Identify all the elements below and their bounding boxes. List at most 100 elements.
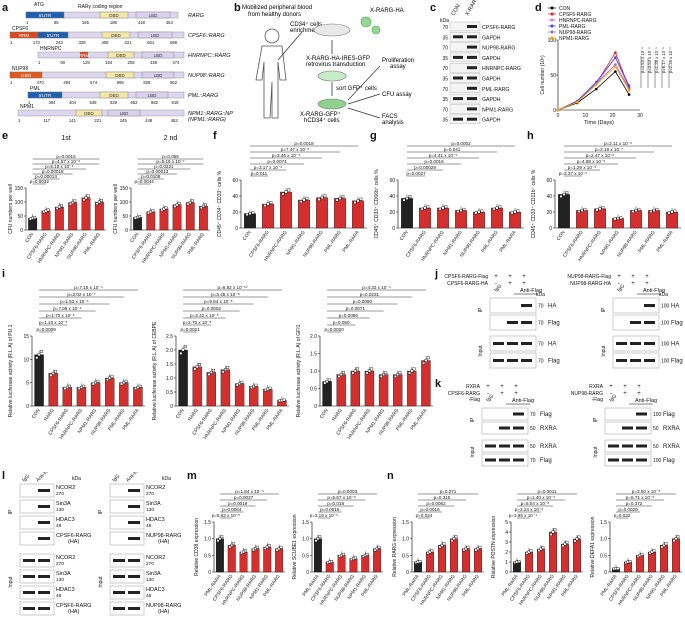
pvalue-label: p=4.53 x 10⁻⁶ xyxy=(640,47,645,73)
band xyxy=(644,321,655,324)
y-tick-label: 1.0 xyxy=(402,537,409,543)
aa-number: 328 xyxy=(79,40,87,45)
blot-strip xyxy=(109,601,145,616)
kda-marker: 70 xyxy=(442,46,448,52)
data-point xyxy=(207,373,211,376)
y-tick-label: 1.0 xyxy=(302,537,309,543)
bar-CPSF6-RARG xyxy=(576,210,588,229)
data-point xyxy=(244,549,247,553)
blot-strip xyxy=(109,499,145,514)
aa-number: 918 xyxy=(172,100,180,105)
kda-marker: 50 xyxy=(653,444,659,450)
panel-letter-c: c xyxy=(430,2,437,14)
pvalue-label: p=0.0018 xyxy=(294,141,314,146)
legend-label: PML-RARG xyxy=(559,24,586,30)
x-tick-label: CON xyxy=(242,229,253,242)
data-point xyxy=(418,559,422,563)
kda-marker: 270 xyxy=(146,561,154,567)
bar-RARG xyxy=(48,373,58,407)
data-point xyxy=(356,199,360,203)
bar-HNRNPC-RARG xyxy=(364,370,375,407)
data-point xyxy=(91,382,95,386)
col-igg: IgG xyxy=(111,473,121,483)
bar-HNRNPC-RARG xyxy=(76,387,87,407)
kda-marker: 130 xyxy=(56,577,64,583)
bar-NPM1-RARG xyxy=(298,199,310,229)
sign: + xyxy=(637,391,641,397)
data-point xyxy=(637,207,641,211)
domain-lbd xyxy=(137,31,173,39)
pvalue-label: p=0.032 xyxy=(614,513,631,518)
lane-con: CON xyxy=(451,3,462,17)
kda-marker: 35 xyxy=(442,77,448,83)
row-label: RXRA xyxy=(589,384,604,390)
kda-marker: 270 xyxy=(56,561,64,567)
band xyxy=(23,559,35,562)
data-point xyxy=(220,535,224,539)
ip-label: IP xyxy=(8,509,14,514)
y-tick-label: 0 xyxy=(125,228,128,234)
data-point xyxy=(327,378,331,382)
data-point xyxy=(71,201,75,204)
aa-number: 463 xyxy=(171,118,179,123)
y-tick-label: 100 xyxy=(548,38,557,44)
band xyxy=(38,591,50,594)
bar-PML-RARA xyxy=(352,200,364,229)
domain-dbd xyxy=(75,109,103,117)
data-point xyxy=(183,345,187,349)
y-tick-label: 4 xyxy=(505,530,508,536)
fusion-partner: NUP98 xyxy=(12,66,28,72)
pvalue-label: p=5.71 x 10⁻⁵ xyxy=(626,495,655,500)
panel-l-left-coip: IgG Anti-HA kDaNCOR2270Sin3A130HDAC348CPSF… xyxy=(8,472,91,616)
pvalue-label: p=0.271 xyxy=(440,489,457,494)
y-tick-label: 0 xyxy=(604,570,607,576)
y-tick-label: 1.5 xyxy=(166,362,173,368)
data-point xyxy=(218,537,222,541)
series-line-NPM1-RARG xyxy=(557,65,630,111)
aa-number: 418 xyxy=(138,20,146,25)
sign: + xyxy=(514,384,518,390)
band xyxy=(493,342,504,345)
pvalue-label: p=0.0062 xyxy=(426,501,446,506)
b-title-line1: Mobilized peripheral blood xyxy=(242,5,312,11)
y-tick-label: 1.5 xyxy=(402,520,409,526)
data-point xyxy=(442,542,446,546)
panel-k-right-coip: RXRA + + +NUP98-RARG-Flag- + +IgG Anti-Flag100… xyxy=(571,384,680,467)
b-assay-1b: assay xyxy=(390,64,406,70)
domain-rrm xyxy=(79,51,89,59)
blot-strip xyxy=(481,407,529,421)
band-label: Flag xyxy=(540,458,552,464)
panel-j-right-coip: NUP98-RARG-Flag + + +NUP98-RARG-HA - + +IgG Ant… xyxy=(567,274,683,369)
aa-number: 494 xyxy=(63,80,71,85)
y-tick-label: 0.5 xyxy=(310,387,317,393)
data-point xyxy=(277,547,281,551)
data-point xyxy=(573,539,577,543)
data-point xyxy=(595,208,599,212)
data-point xyxy=(263,204,267,207)
series-point xyxy=(614,70,617,73)
pvalue-label: p=6.92 x 10⁻¹⁰ xyxy=(218,285,248,290)
data-point xyxy=(339,373,343,376)
ip-label: IP xyxy=(470,417,476,422)
pvalue-label: p=0.0015 xyxy=(320,507,340,512)
y-axis-label: Cell number (10⁶) xyxy=(540,55,546,95)
y-tick-label: 0 xyxy=(20,228,23,234)
blot-label: NUP98-RARG xyxy=(482,46,515,52)
data-point xyxy=(221,370,225,374)
bar-NPM1-RARG xyxy=(455,210,467,229)
pvalue-label: p=7.15 x 10⁻⁴ xyxy=(74,285,103,290)
band-fusion xyxy=(467,25,477,28)
kda-marker: 70 xyxy=(538,342,544,348)
data-point xyxy=(551,530,555,534)
kda-marker: 48 xyxy=(56,593,62,599)
pvalue-label: p=0.0020 xyxy=(324,327,344,332)
kda-marker: 100 xyxy=(653,458,662,464)
band-label: NUP98-RARG xyxy=(146,533,181,539)
aa-number: 549 xyxy=(90,100,98,105)
band-label: Flag xyxy=(671,321,683,327)
data-point xyxy=(412,367,416,371)
sign: + xyxy=(637,384,641,390)
band xyxy=(485,458,496,462)
y-tick-label: 1.0 xyxy=(310,369,317,375)
